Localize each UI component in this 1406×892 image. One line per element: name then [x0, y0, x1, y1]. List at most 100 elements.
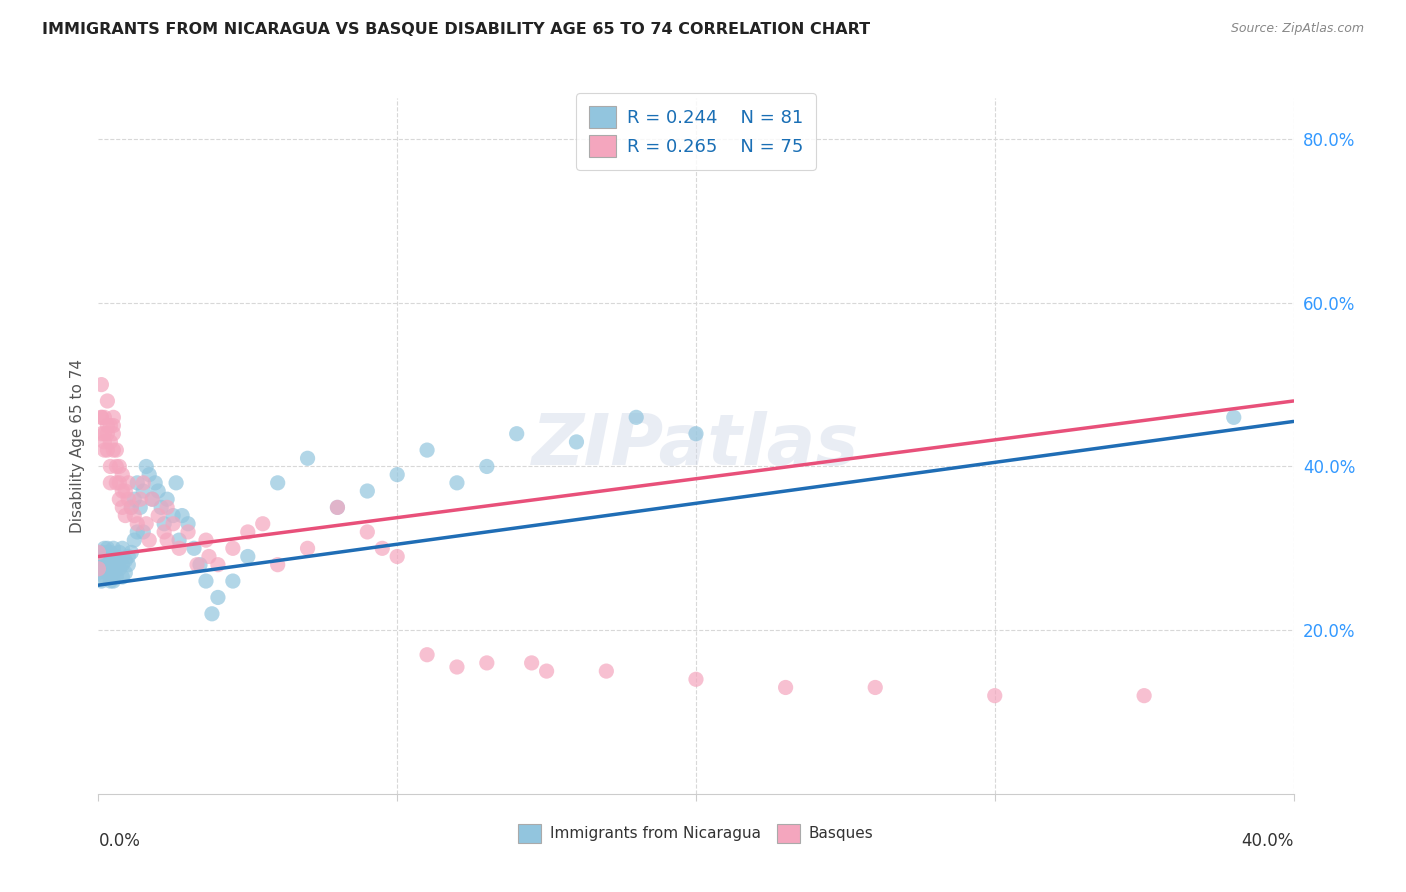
Point — [93, 570, 115, 584]
Point — [132, 524, 155, 539]
Point — [167, 541, 190, 556]
Point — [120, 500, 142, 515]
Point — [236, 549, 259, 564]
Point — [124, 533, 146, 548]
Point — [90, 410, 112, 425]
Point — [90, 553, 112, 567]
Point — [135, 516, 157, 531]
Point — [201, 607, 224, 621]
Point — [96, 541, 118, 556]
Point — [87, 558, 110, 572]
Y-axis label: Disability Age 65 to 74: Disability Age 65 to 74 — [69, 359, 84, 533]
Point — [127, 475, 149, 490]
Point — [385, 467, 409, 482]
Point — [108, 492, 131, 507]
Point — [124, 508, 146, 523]
Point — [96, 553, 118, 567]
Point — [356, 483, 378, 498]
Point — [93, 541, 115, 556]
Point — [172, 508, 194, 523]
Point — [177, 516, 200, 531]
Point — [1223, 410, 1246, 425]
Point — [475, 656, 498, 670]
Point — [685, 673, 707, 687]
Point — [103, 410, 125, 425]
Point — [141, 492, 163, 507]
Point — [90, 545, 112, 559]
Legend: R = 0.244    N = 81, R = 0.265    N = 75: R = 0.244 N = 81, R = 0.265 N = 75 — [576, 94, 815, 169]
Point — [98, 574, 122, 588]
Point — [108, 553, 131, 567]
Point — [156, 500, 179, 515]
Point — [117, 492, 139, 507]
Point — [195, 574, 218, 588]
Point — [297, 451, 319, 466]
Point — [167, 533, 190, 548]
Point — [536, 664, 558, 678]
Point — [111, 570, 134, 584]
Point — [103, 443, 125, 458]
Point — [114, 483, 136, 498]
Point — [188, 558, 211, 572]
Point — [90, 562, 112, 576]
Point — [385, 549, 409, 564]
Point — [326, 500, 349, 515]
Point — [120, 500, 142, 515]
Point — [103, 574, 125, 588]
Point — [156, 533, 179, 548]
Point — [93, 434, 115, 449]
Point — [195, 533, 218, 548]
Point — [156, 492, 179, 507]
Point — [153, 524, 176, 539]
Point — [98, 475, 122, 490]
Point — [207, 558, 229, 572]
Point — [103, 541, 125, 556]
Text: 40.0%: 40.0% — [1241, 832, 1294, 850]
Point — [595, 664, 617, 678]
Point — [162, 508, 184, 523]
Point — [90, 574, 112, 588]
Point — [96, 566, 118, 580]
Point — [96, 558, 118, 572]
Point — [93, 553, 115, 567]
Point — [129, 492, 152, 507]
Point — [93, 562, 115, 576]
Point — [222, 574, 245, 588]
Point — [93, 410, 115, 425]
Point — [87, 562, 110, 576]
Point — [371, 541, 394, 556]
Point — [98, 549, 122, 564]
Point — [96, 394, 118, 409]
Point — [98, 434, 122, 449]
Point — [520, 656, 543, 670]
Point — [96, 418, 118, 433]
Point — [90, 377, 112, 392]
Point — [186, 558, 208, 572]
Point — [96, 443, 118, 458]
Point — [138, 467, 160, 482]
Point — [446, 475, 468, 490]
Point — [267, 558, 290, 572]
Point — [87, 545, 110, 559]
Point — [105, 459, 128, 474]
Point — [105, 570, 128, 584]
Point — [93, 549, 115, 564]
Point — [416, 443, 439, 458]
Point — [198, 549, 221, 564]
Point — [132, 483, 155, 498]
Text: ZIPatlas: ZIPatlas — [533, 411, 859, 481]
Point — [267, 475, 290, 490]
Point — [127, 524, 149, 539]
Point — [108, 475, 131, 490]
Point — [114, 553, 136, 567]
Point — [98, 562, 122, 576]
Point — [475, 459, 498, 474]
Point — [1133, 689, 1156, 703]
Point — [96, 545, 118, 559]
Point — [177, 524, 200, 539]
Point — [111, 483, 134, 498]
Point — [105, 475, 128, 490]
Point — [132, 475, 155, 490]
Point — [117, 549, 139, 564]
Point — [90, 426, 112, 441]
